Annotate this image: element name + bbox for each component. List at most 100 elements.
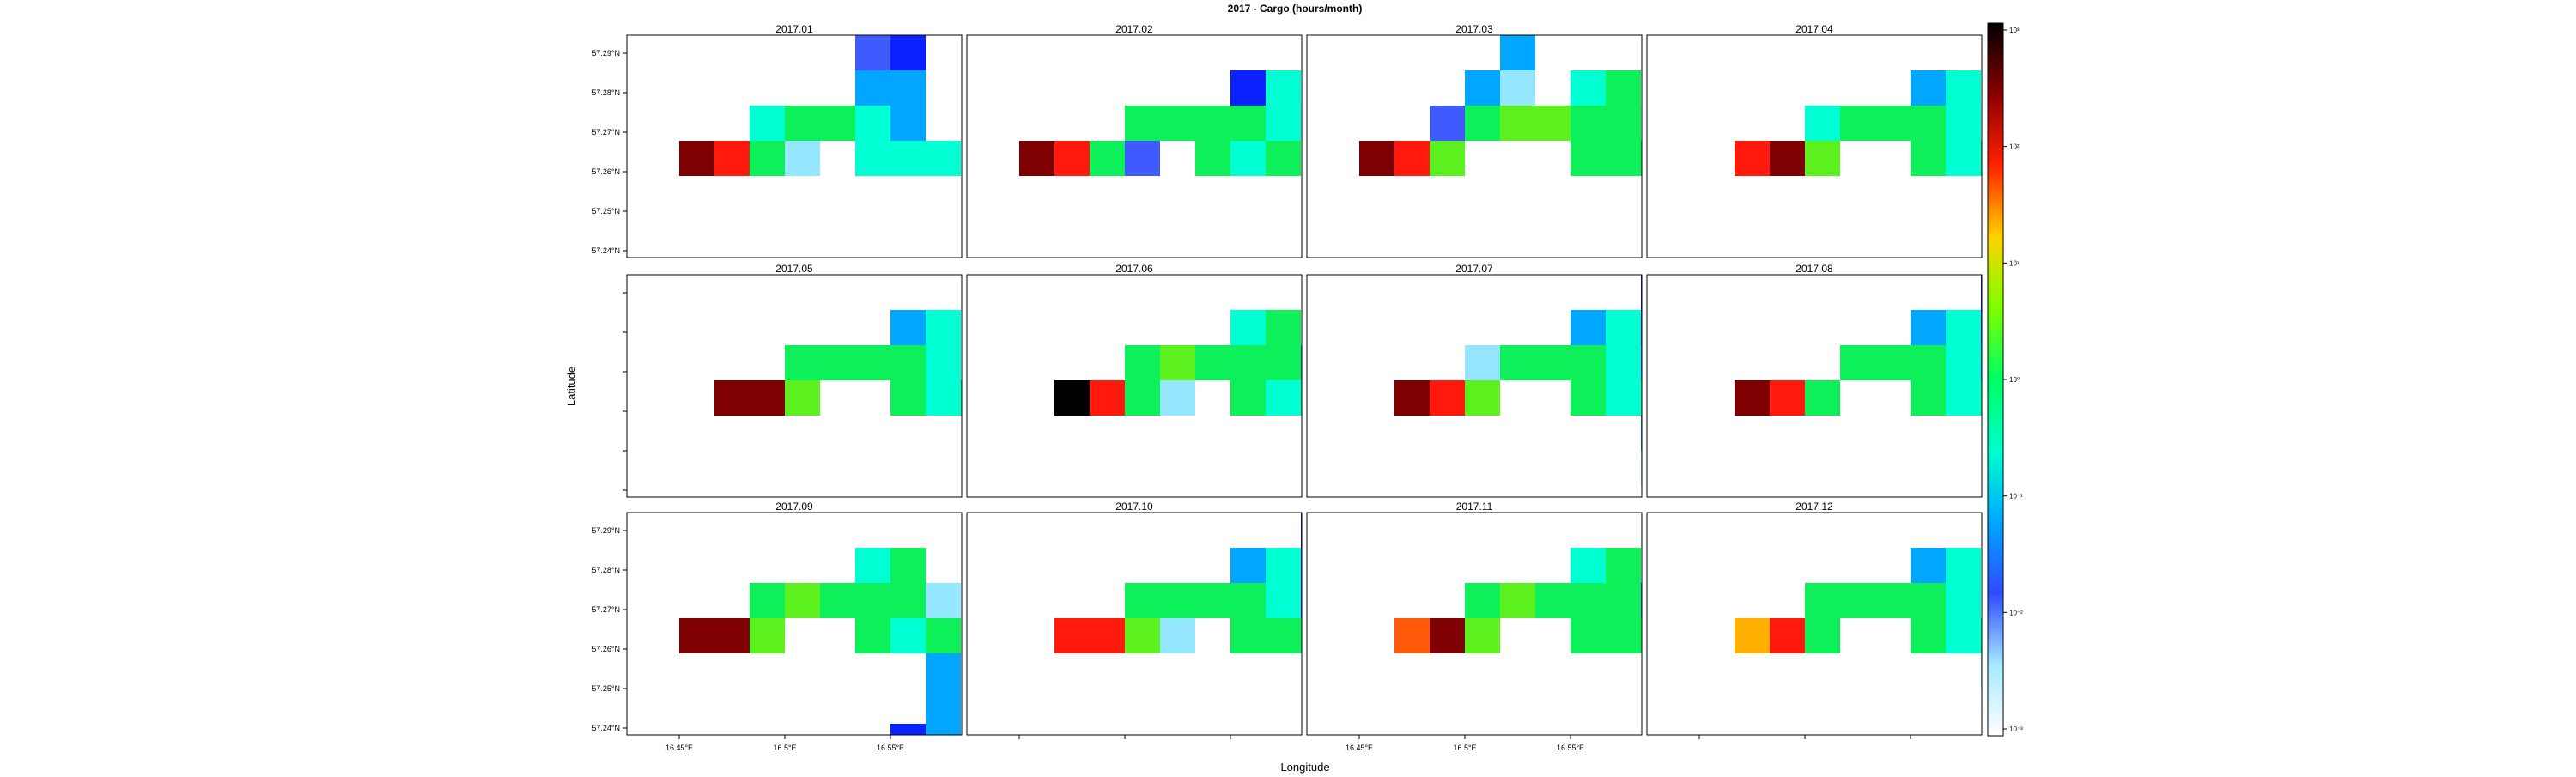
heatmap-cell (1465, 345, 1500, 380)
heatmap-cell (1054, 618, 1090, 653)
heatmap-cell (714, 141, 750, 176)
heatmap-cell (855, 583, 890, 618)
color-scale-label: 10⁻³ (2009, 725, 2023, 733)
heatmap-cell (1770, 141, 1805, 176)
panel-frame (1306, 512, 1643, 736)
heatmap-cell (1571, 618, 1606, 653)
heatmap-cell (926, 141, 961, 176)
heatmap-cell (1195, 141, 1230, 176)
heatmap-cell (785, 583, 820, 618)
heatmap-cell (1911, 345, 1946, 380)
heatmap-cell (1430, 380, 1465, 416)
y-tick-label: 57.26°N (592, 167, 620, 176)
x-tick-label: 16.5°E (1453, 744, 1476, 752)
heatmap-cell (890, 548, 926, 583)
panel-title: 2017.06 (1115, 263, 1153, 275)
color-scale-label: 10² (2009, 143, 2020, 151)
panel-strip (967, 501, 1302, 513)
heatmap-cell (926, 724, 961, 735)
heatmap-cell (1911, 618, 1946, 653)
heatmap-cell (890, 141, 926, 176)
y-tick-label: 57.28°N (592, 566, 620, 574)
heatmap-cell (890, 310, 926, 345)
heatmap-cell (714, 618, 750, 653)
heatmap-cell (855, 70, 890, 106)
panel-title: 2017.03 (1455, 23, 1493, 35)
heatmap-cell (1230, 310, 1266, 345)
panel-frame (626, 274, 963, 498)
heatmap-cell (890, 724, 926, 735)
x-tick-label: 16.55°E (877, 744, 904, 752)
heatmap-cell (1606, 618, 1641, 653)
heatmap-cell (1535, 583, 1571, 618)
color-scale-label: 10¹ (2009, 259, 2020, 267)
heatmap-cell (1230, 106, 1266, 141)
panel-strip (627, 23, 962, 35)
panel-title: 2017.09 (775, 501, 813, 513)
panel-title: 2017.07 (1455, 263, 1493, 275)
heatmap-cell (1606, 345, 1641, 380)
heatmap-cell (855, 345, 890, 380)
heatmap-cell (1911, 548, 1946, 583)
heatmap-cell (890, 618, 926, 653)
heatmap-cell (1875, 106, 1911, 141)
panel-strip (1647, 23, 1982, 35)
heatmap-cell (1266, 583, 1301, 618)
heatmap-cell (820, 345, 855, 380)
heatmap-cell (750, 106, 785, 141)
heatmap-cell (1054, 141, 1090, 176)
heatmap-cell (1571, 70, 1606, 106)
heatmap-cell (820, 583, 855, 618)
heatmap-cell (1805, 618, 1840, 653)
heatmap-cell (1090, 141, 1125, 176)
heatmap-cell (785, 380, 820, 416)
panel-cells (1019, 70, 1302, 176)
heatmap-cell (1946, 345, 1981, 380)
heatmap-cell (1125, 618, 1160, 653)
panel-cells (1394, 513, 1642, 653)
panel-title: 2017.12 (1795, 501, 1833, 513)
heatmap-cell (855, 548, 890, 583)
heatmap-cell (1735, 618, 1770, 653)
heatmap-cell (1230, 141, 1266, 176)
heatmap-cell (1160, 618, 1195, 653)
panel-frame (1306, 274, 1643, 498)
heatmap-cell (750, 618, 785, 653)
heatmap-cell (1535, 345, 1571, 380)
panel-2017.02: 2017.02 (966, 23, 1303, 258)
heatmap-cell (1770, 380, 1805, 416)
heatmap-cell (890, 35, 926, 70)
panel-cells (679, 35, 961, 176)
heatmap-cell (1571, 141, 1606, 176)
heatmap-cell (1500, 583, 1535, 618)
x-axis-label: Longitude (1280, 761, 1329, 774)
heatmap-cell (1125, 141, 1160, 176)
heatmap-cell (679, 618, 714, 653)
panel-2017.05: 2017.05 (626, 263, 963, 498)
heatmap-cell (1946, 583, 1981, 618)
heatmap-cell (890, 380, 926, 416)
heatmap-cell (1430, 106, 1465, 141)
heatmap-cell (1805, 106, 1840, 141)
panel-2017.04: 2017.04 (1646, 23, 1983, 258)
heatmap-cell (1840, 345, 1875, 380)
heatmap-cell (1230, 70, 1266, 106)
heatmap-cell (1805, 583, 1840, 618)
heatmap-cell (1946, 548, 1981, 583)
panel-2017.09: 2017.09 (626, 501, 963, 736)
color-scale-gradient (1987, 22, 2004, 737)
panel-2017.10: 2017.10 (966, 501, 1303, 736)
heatmap-cell (890, 345, 926, 380)
heatmap-cell (1090, 380, 1125, 416)
heatmap-cell (1571, 106, 1606, 141)
heatmap-cell (926, 689, 961, 724)
heatmap-cell (1606, 141, 1641, 176)
panel-cells (1359, 35, 1642, 176)
heatmap-cell (1266, 345, 1301, 380)
heatmap-cell (855, 618, 890, 653)
y-tick-label: 57.27°N (592, 128, 620, 137)
heatmap-cell (855, 141, 890, 176)
color-scale-bar: 10⁻³ 10⁻² 10⁻¹ 10⁰ 10¹ 10² 10³ (1987, 22, 2023, 737)
heatmap-cell (1946, 618, 1981, 653)
